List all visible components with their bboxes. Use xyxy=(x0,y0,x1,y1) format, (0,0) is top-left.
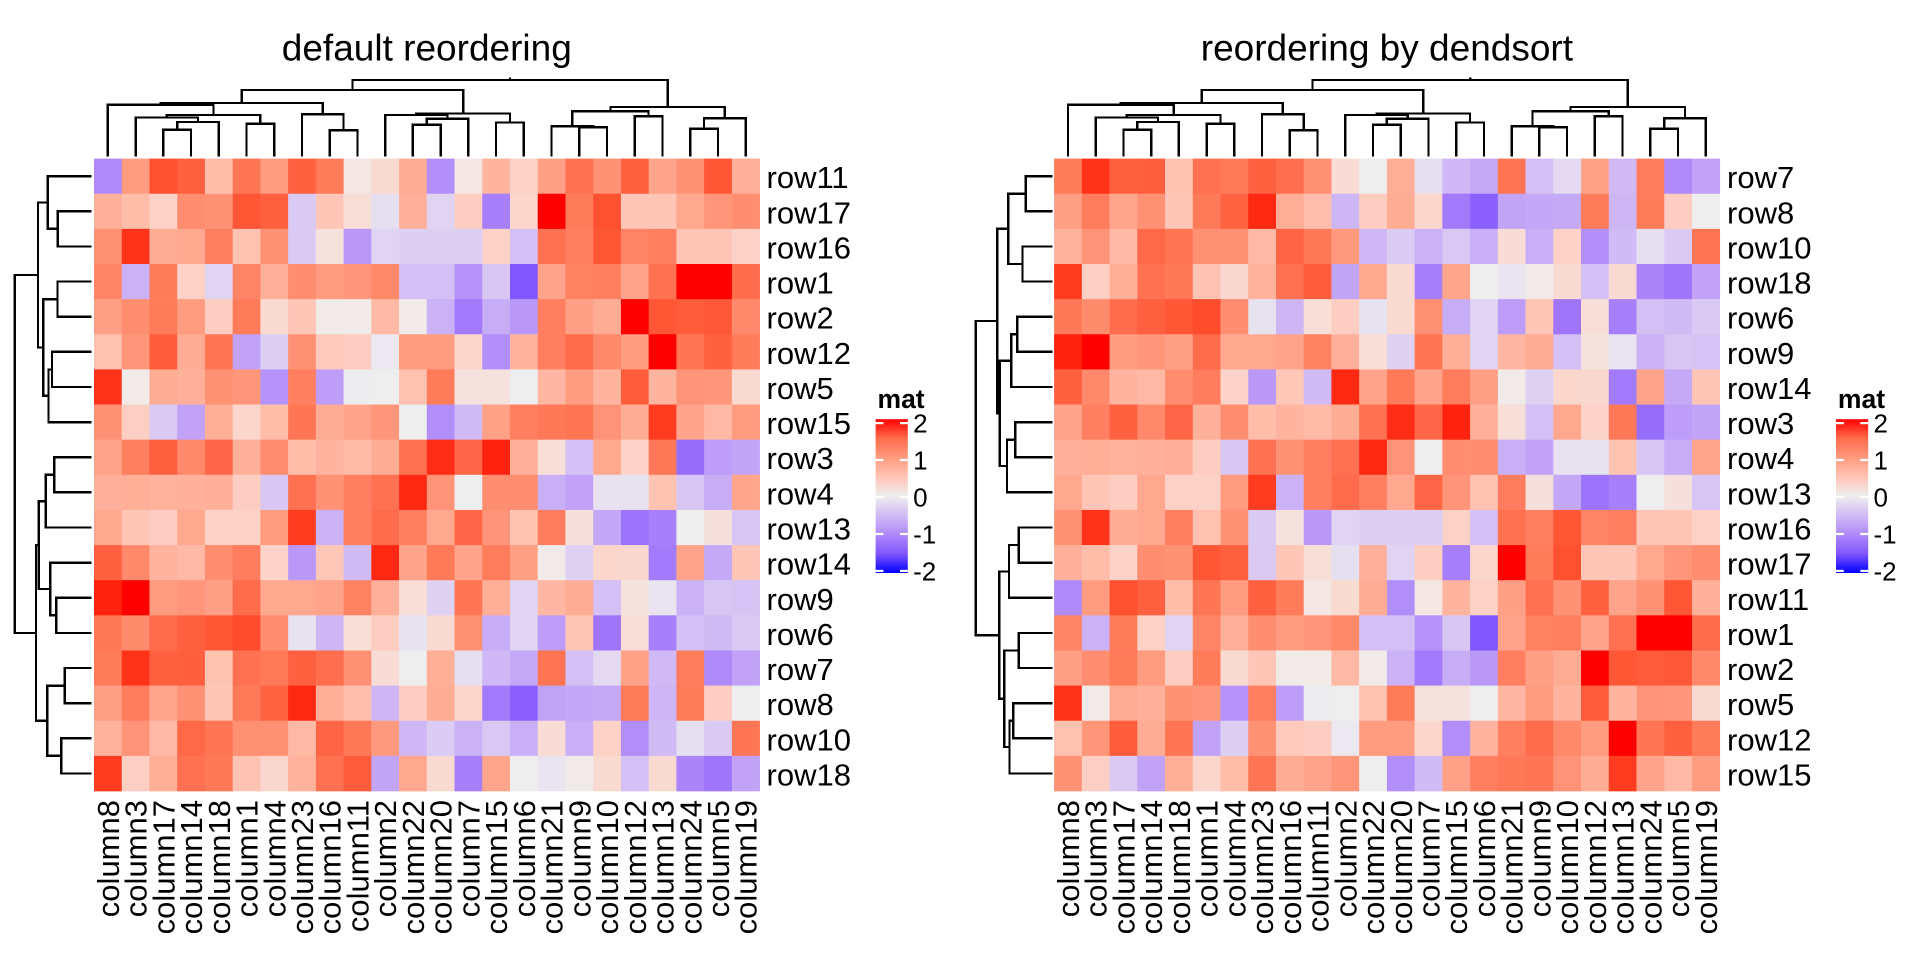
svg-text:row10: row10 xyxy=(767,722,851,757)
svg-text:row18: row18 xyxy=(1727,266,1811,301)
svg-text:row2: row2 xyxy=(767,301,834,336)
svg-text:row3: row3 xyxy=(767,441,834,476)
svg-text:column6: column6 xyxy=(1467,800,1502,917)
svg-text:row5: row5 xyxy=(767,371,834,406)
svg-text:row3: row3 xyxy=(1727,406,1794,441)
svg-text:column2: column2 xyxy=(368,800,403,917)
svg-text:column3: column3 xyxy=(1079,800,1114,917)
svg-text:row11: row11 xyxy=(767,160,849,195)
svg-text:column13: column13 xyxy=(646,800,681,934)
svg-text:mat: mat xyxy=(1838,384,1885,414)
svg-text:row9: row9 xyxy=(767,582,834,617)
svg-text:row13: row13 xyxy=(1727,476,1811,511)
svg-text:row10: row10 xyxy=(1727,230,1811,265)
svg-text:row15: row15 xyxy=(767,406,851,441)
svg-text:row4: row4 xyxy=(1727,441,1794,476)
svg-text:column23: column23 xyxy=(1245,800,1280,934)
svg-text:column5: column5 xyxy=(1661,800,1696,917)
svg-text:row8: row8 xyxy=(1727,195,1794,230)
svg-text:0: 0 xyxy=(913,482,927,512)
svg-text:column21: column21 xyxy=(1495,800,1530,934)
svg-text:column15: column15 xyxy=(479,800,514,934)
svg-text:row7: row7 xyxy=(1727,160,1794,195)
svg-text:column7: column7 xyxy=(451,800,486,917)
svg-text:column9: column9 xyxy=(562,800,597,917)
svg-text:row6: row6 xyxy=(1727,301,1794,336)
svg-text:column8: column8 xyxy=(1051,800,1086,917)
svg-text:column1: column1 xyxy=(230,800,265,917)
svg-text:-2: -2 xyxy=(1874,556,1897,586)
svg-text:column1: column1 xyxy=(1190,800,1225,917)
svg-text:-1: -1 xyxy=(913,519,936,549)
svg-text:column3: column3 xyxy=(119,800,154,917)
svg-text:row7: row7 xyxy=(767,652,834,687)
svg-text:row2: row2 xyxy=(1727,652,1794,687)
svg-text:column15: column15 xyxy=(1439,800,1474,934)
svg-text:row12: row12 xyxy=(767,336,851,371)
svg-text:column24: column24 xyxy=(1633,800,1668,934)
svg-text:row5: row5 xyxy=(1727,687,1794,722)
svg-text:row6: row6 xyxy=(767,617,834,652)
svg-text:column19: column19 xyxy=(1689,800,1724,934)
svg-text:column2: column2 xyxy=(1328,800,1363,917)
svg-text:row16: row16 xyxy=(1727,512,1811,547)
svg-text:column22: column22 xyxy=(1356,800,1391,934)
svg-text:column12: column12 xyxy=(1578,800,1613,934)
svg-text:column8: column8 xyxy=(91,800,126,917)
svg-text:column9: column9 xyxy=(1522,800,1557,917)
svg-text:default reordering: default reordering xyxy=(282,28,572,69)
svg-text:column12: column12 xyxy=(618,800,653,934)
svg-text:row1: row1 xyxy=(767,266,834,301)
svg-text:1: 1 xyxy=(1874,445,1888,475)
svg-text:row13: row13 xyxy=(767,512,851,547)
svg-text:column4: column4 xyxy=(1217,800,1252,917)
svg-text:column22: column22 xyxy=(396,800,431,934)
svg-text:column19: column19 xyxy=(729,800,764,934)
svg-text:row14: row14 xyxy=(1727,371,1811,406)
svg-text:column23: column23 xyxy=(285,800,320,934)
svg-text:column18: column18 xyxy=(202,800,237,934)
svg-text:column4: column4 xyxy=(257,800,292,917)
svg-text:row12: row12 xyxy=(1727,722,1811,757)
svg-text:column16: column16 xyxy=(313,800,348,934)
svg-text:column21: column21 xyxy=(535,800,570,934)
svg-text:column20: column20 xyxy=(424,800,459,934)
svg-text:column17: column17 xyxy=(1106,800,1141,934)
svg-text:column14: column14 xyxy=(174,800,209,934)
svg-text:column11: column11 xyxy=(1301,800,1336,932)
svg-text:1: 1 xyxy=(913,445,927,475)
svg-text:row1: row1 xyxy=(1727,617,1794,652)
svg-text:-2: -2 xyxy=(913,556,936,586)
svg-text:row17: row17 xyxy=(1727,547,1811,582)
svg-text:0: 0 xyxy=(1874,482,1888,512)
svg-text:column14: column14 xyxy=(1134,800,1169,934)
svg-text:row16: row16 xyxy=(767,230,851,265)
svg-text:2: 2 xyxy=(913,409,927,439)
svg-text:row14: row14 xyxy=(767,547,851,582)
svg-text:row15: row15 xyxy=(1727,757,1811,792)
svg-text:row9: row9 xyxy=(1727,336,1794,371)
svg-text:column18: column18 xyxy=(1162,800,1197,934)
svg-text:reordering by dendsort: reordering by dendsort xyxy=(1201,28,1574,69)
svg-text:column10: column10 xyxy=(1550,800,1585,934)
svg-text:column20: column20 xyxy=(1384,800,1419,934)
svg-text:2: 2 xyxy=(1874,409,1888,439)
svg-text:column13: column13 xyxy=(1606,800,1641,934)
svg-text:row8: row8 xyxy=(767,687,834,722)
svg-text:column17: column17 xyxy=(146,800,181,934)
svg-text:column6: column6 xyxy=(507,800,542,917)
svg-text:column5: column5 xyxy=(701,800,736,917)
svg-text:row17: row17 xyxy=(767,195,851,230)
svg-text:row18: row18 xyxy=(767,757,851,792)
svg-text:column16: column16 xyxy=(1273,800,1308,934)
svg-text:column7: column7 xyxy=(1412,800,1447,917)
svg-text:column10: column10 xyxy=(590,800,625,934)
svg-text:row4: row4 xyxy=(767,476,834,511)
svg-text:-1: -1 xyxy=(1874,519,1897,549)
svg-text:row11: row11 xyxy=(1727,582,1809,617)
svg-text:column11: column11 xyxy=(341,800,376,932)
svg-text:mat: mat xyxy=(878,384,925,414)
svg-text:column24: column24 xyxy=(673,800,708,934)
